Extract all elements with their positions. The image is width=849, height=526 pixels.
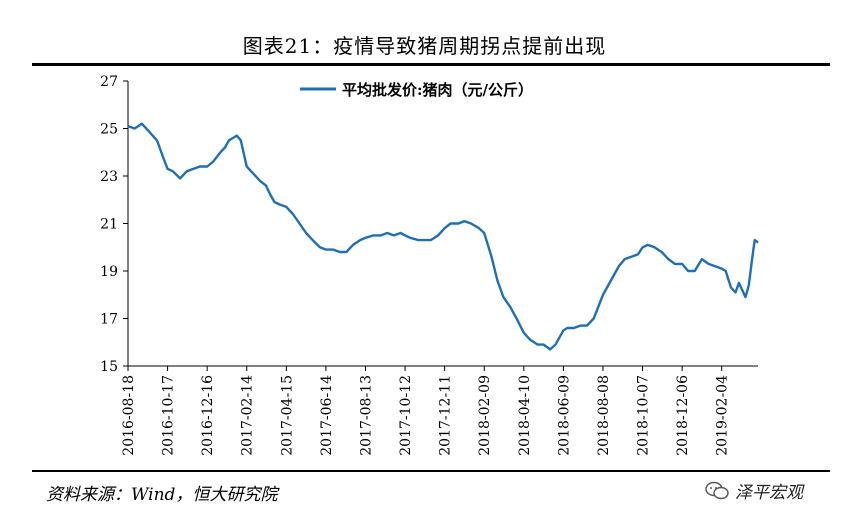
series-group [127, 122, 759, 351]
x-tick-label: 2019-02-04 [715, 375, 731, 456]
y-tick-label: 19 [100, 264, 118, 280]
bottom-rule [32, 470, 830, 472]
y-tick-label: 21 [100, 217, 118, 233]
y-tick-label: 25 [100, 122, 118, 138]
x-tick-label: 2017-08-13 [358, 375, 374, 456]
x-tick-label: 2018-08-08 [596, 375, 612, 456]
x-tick-label: 2018-04-10 [517, 375, 533, 456]
x-tick-label: 2018-06-09 [556, 375, 572, 456]
wechat-icon [705, 481, 729, 499]
x-tick-label: 2018-10-07 [636, 375, 652, 456]
x-tick-label: 2017-12-11 [438, 375, 454, 456]
line-chart: 15 17 19 21 23 25 27 2016-08-18 2016-10-17 2016-1… [100, 74, 759, 456]
x-tick-label: 2016-10-17 [161, 375, 177, 456]
x-tick-label: 2017-02-14 [240, 375, 256, 456]
axes: 15 17 19 21 23 25 27 2016-08-18 2016-10-17 2016-1… [100, 74, 758, 456]
y-tick-label: 15 [100, 359, 118, 375]
series-line [127, 122, 759, 351]
legend-label: 平均批发价:猪肉（元/公斤） [342, 81, 533, 99]
y-tick-label: 27 [100, 74, 118, 90]
y-tick-label: 23 [100, 169, 118, 185]
x-tick-label: 2018-12-06 [675, 375, 691, 456]
x-tick-label: 2016-12-16 [200, 375, 216, 456]
legend: 平均批发价:猪肉（元/公斤） [300, 81, 533, 99]
x-tick-label: 2017-10-12 [398, 375, 414, 456]
y-tick-label: 17 [100, 312, 118, 328]
x-tick-label: 2017-04-15 [279, 375, 295, 456]
x-tick-label: 2016-08-18 [121, 375, 137, 456]
source-note: 资料来源：Wind，恒大研究院 [46, 485, 278, 505]
x-tick-label: 2018-02-09 [477, 375, 493, 456]
watermark: 泽平宏观 [705, 478, 803, 503]
x-tick-label: 2017-06-14 [319, 375, 335, 456]
top-rule [32, 63, 830, 66]
watermark-text: 泽平宏观 [735, 483, 803, 503]
chart-title: 图表21：疫情导致猪周期拐点提前出现 [242, 34, 607, 58]
